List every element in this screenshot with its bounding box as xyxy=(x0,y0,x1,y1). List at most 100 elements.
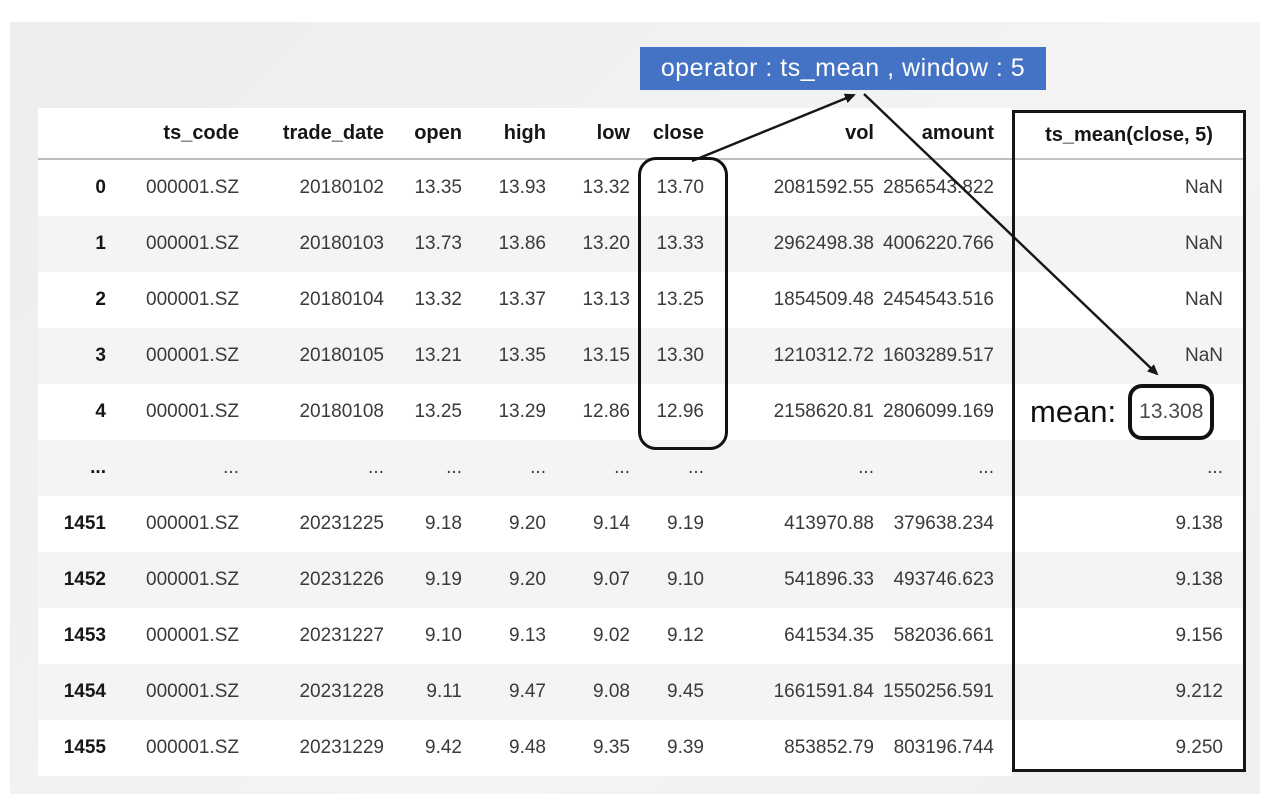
cell-ts_code: 000001.SZ xyxy=(146,681,239,702)
cell-low: 13.20 xyxy=(582,233,630,254)
table-row: 1454 000001.SZ 20231228 9.11 9.47 9.08 9.45 166… xyxy=(38,664,1012,720)
cell-open: 13.25 xyxy=(414,401,462,422)
cell-ts_code: 000001.SZ xyxy=(146,625,239,646)
table-row: 1455 000001.SZ 20231229 9.42 9.48 9.35 9.39 853… xyxy=(38,720,1012,776)
mean-value-box: 13.308 xyxy=(1128,384,1215,440)
cell-vol: 2962498.38 xyxy=(773,233,874,254)
cell-open: 9.10 xyxy=(425,625,462,646)
cell-low: 9.07 xyxy=(593,569,630,590)
cell-low: ... xyxy=(614,457,630,478)
table-row: 1 000001.SZ 20180103 13.73 13.86 13.20 13.33 29… xyxy=(38,216,1012,272)
ts-mean-cell: NaN xyxy=(1184,289,1223,310)
cell-trade_date: 20180103 xyxy=(299,233,384,254)
cell-ts_code: 000001.SZ xyxy=(146,513,239,534)
cell-amount: 1603289.517 xyxy=(883,345,994,366)
cell-low: 12.86 xyxy=(582,401,630,422)
cell-vol: 853852.79 xyxy=(784,737,874,758)
cell-low: 13.15 xyxy=(582,345,630,366)
column-header-amount: amount xyxy=(921,121,994,144)
cell-open: 13.32 xyxy=(414,289,462,310)
cell-ts_code: 000001.SZ xyxy=(146,569,239,590)
table-row: 1453 000001.SZ 20231227 9.10 9.13 9.02 9.12 641… xyxy=(38,608,1012,664)
cell-ts_code: 000001.SZ xyxy=(146,233,239,254)
cell-high: 13.93 xyxy=(498,177,546,198)
mean-annotation: mean: 13.308 xyxy=(1030,382,1215,442)
cell-vol: 1854509.48 xyxy=(773,289,874,310)
cell-trade_date: 20231228 xyxy=(299,681,384,702)
cell-amount: 2806099.169 xyxy=(883,401,994,422)
operator-banner-text: operator : ts_mean , window : 5 xyxy=(660,54,1026,82)
cell-low: 9.08 xyxy=(593,681,630,702)
table-row: 2 000001.SZ 20180104 13.32 13.37 13.13 13.25 18… xyxy=(38,272,1012,328)
cell-close: 9.19 xyxy=(667,513,704,534)
mean-label: mean: xyxy=(1030,394,1117,429)
cell-high: 9.47 xyxy=(509,681,546,702)
dataframe-panel: ts_code trade_date open high low close vol amou… xyxy=(38,108,1012,776)
ts-mean-cell: 9.138 xyxy=(1015,552,1243,608)
cell-ts_code: 000001.SZ xyxy=(146,177,239,198)
cell-close: 9.12 xyxy=(667,625,704,646)
cell-amount: 582036.661 xyxy=(893,625,994,646)
ts-mean-cell: NaN xyxy=(1015,216,1243,272)
ts-mean-cell: 9.156 xyxy=(1175,625,1223,646)
cell-ts_code: 000001.SZ xyxy=(146,345,239,366)
ts-mean-cell: ... xyxy=(1015,440,1243,496)
cell-trade_date: 20231227 xyxy=(299,625,384,646)
table-row: 1452 000001.SZ 20231226 9.19 9.20 9.07 9.10 541… xyxy=(38,552,1012,608)
cell-index: 1455 xyxy=(63,737,106,758)
cell-close: 13.30 xyxy=(656,345,704,366)
cell-trade_date: 20180102 xyxy=(299,177,384,198)
ts-mean-column-body: NaN NaN NaN NaN... 9.138 9.138 9.156 9.212 9.250 xyxy=(1015,160,1243,769)
cell-open: 9.42 xyxy=(425,737,462,758)
cell-close: ... xyxy=(688,457,704,478)
cell-trade_date: 20231229 xyxy=(299,737,384,758)
cell-vol: 413970.88 xyxy=(784,513,874,534)
cell-low: 9.02 xyxy=(593,625,630,646)
column-header-ts_code: ts_code xyxy=(163,121,239,144)
cell-amount: 379638.234 xyxy=(893,513,994,534)
dataframe-header-row: ts_code trade_date open high low close vol amou… xyxy=(38,108,1012,160)
ts-mean-cell: 9.212 xyxy=(1015,664,1243,720)
cell-index: 2 xyxy=(95,289,106,310)
column-header-vol: vol xyxy=(845,121,874,144)
cell-index: 0 xyxy=(95,177,106,198)
cell-open: 9.19 xyxy=(425,569,462,590)
cell-index: 1453 xyxy=(63,625,106,646)
cell-close: 9.45 xyxy=(667,681,704,702)
cell-vol: 2081592.55 xyxy=(773,177,874,198)
cell-vol: 641534.35 xyxy=(784,625,874,646)
cell-high: 13.86 xyxy=(498,233,546,254)
ts-mean-column-header: ts_mean(close, 5) xyxy=(1015,113,1243,160)
cell-ts_code: 000001.SZ xyxy=(146,401,239,422)
column-header-high: high xyxy=(503,121,546,144)
cell-amount: 2454543.516 xyxy=(883,289,994,310)
cell-vol: 1661591.84 xyxy=(773,681,874,702)
cell-vol: 541896.33 xyxy=(784,569,874,590)
cell-trade_date: 20231225 xyxy=(299,513,384,534)
cell-high: 13.29 xyxy=(498,401,546,422)
ts-mean-cell: NaN xyxy=(1184,177,1223,198)
cell-trade_date: 20180105 xyxy=(299,345,384,366)
cell-close: 9.39 xyxy=(667,737,704,758)
column-header-trade_date: trade_date xyxy=(282,121,384,144)
cell-vol: ... xyxy=(858,457,874,478)
cell-close: 12.96 xyxy=(656,401,704,422)
cell-low: 9.14 xyxy=(593,513,630,534)
cell-high: 13.37 xyxy=(498,289,546,310)
dataframe-body: 0 000001.SZ 20180102 13.35 13.93 13.32 13.70 20… xyxy=(38,160,1012,776)
column-header-low: low xyxy=(596,121,630,144)
cell-high: 9.13 xyxy=(509,625,546,646)
cell-low: 13.13 xyxy=(582,289,630,310)
cell-index: 1451 xyxy=(63,513,106,534)
cell-open: 13.35 xyxy=(414,177,462,198)
cell-trade_date: 20180104 xyxy=(299,289,384,310)
cell-amount: 803196.744 xyxy=(893,737,994,758)
cell-amount: 1550256.591 xyxy=(883,681,994,702)
cell-close: 13.33 xyxy=(656,233,704,254)
cell-open: 13.21 xyxy=(414,345,462,366)
cell-low: 13.32 xyxy=(582,177,630,198)
cell-high: 13.35 xyxy=(498,345,546,366)
cell-close: 9.10 xyxy=(667,569,704,590)
cell-high: 9.20 xyxy=(509,569,546,590)
